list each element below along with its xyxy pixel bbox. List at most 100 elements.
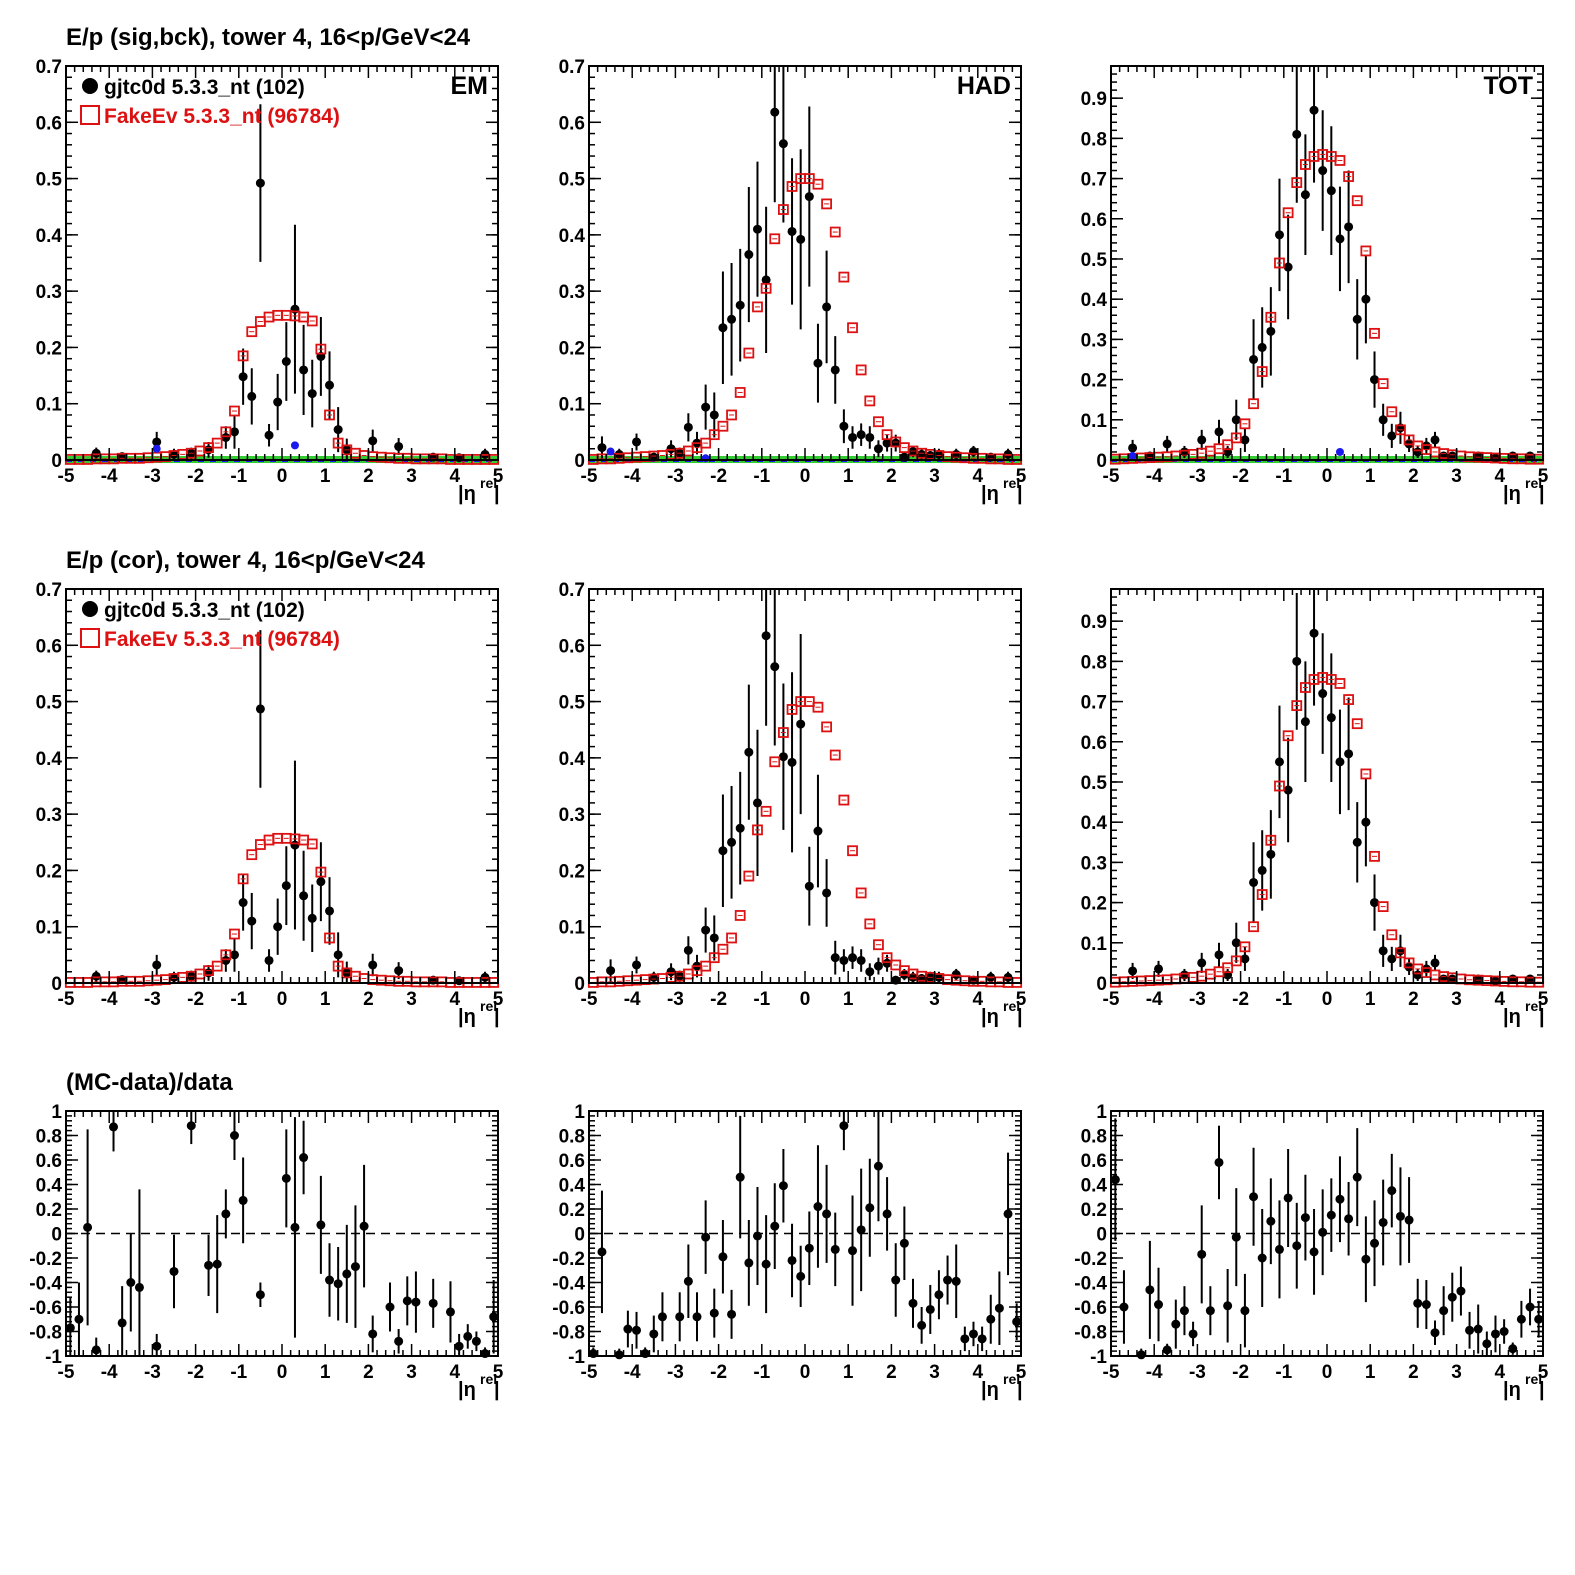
x-tick-label: 2 xyxy=(1408,989,1419,1010)
mc-point xyxy=(1395,424,1406,436)
data-point xyxy=(299,1153,309,1163)
data-point xyxy=(1387,954,1397,964)
data-point xyxy=(709,1308,719,1318)
x-tick-label: -1 xyxy=(1275,1362,1292,1383)
data-point xyxy=(1292,129,1302,139)
x-tick-label: 1 xyxy=(1365,1362,1376,1383)
data-point xyxy=(796,234,806,244)
x-tick-label: 3 xyxy=(929,989,940,1010)
x-tick-label: -4 xyxy=(1146,1362,1163,1383)
data-point xyxy=(701,402,711,412)
data-point xyxy=(325,906,335,916)
data-point xyxy=(865,432,875,442)
data-point xyxy=(1136,1350,1146,1360)
data-point xyxy=(1447,1292,1457,1302)
data-point xyxy=(394,441,404,451)
x-tick-label: -3 xyxy=(667,989,684,1010)
data-point xyxy=(1413,970,1423,980)
series-data xyxy=(91,630,490,986)
x-tick-label: 2 xyxy=(886,466,897,487)
data-point xyxy=(787,757,797,767)
y-tick-label: 0.5 xyxy=(1081,773,1108,794)
data-point xyxy=(1223,1301,1233,1311)
x-tick-label: 5 xyxy=(493,989,504,1010)
data-point xyxy=(1292,1241,1302,1251)
mc-point xyxy=(211,437,223,449)
data-point xyxy=(152,437,162,447)
x-tick-label: 1 xyxy=(843,466,854,487)
data-point xyxy=(735,823,745,833)
data-point xyxy=(934,449,944,459)
plot-frame xyxy=(588,588,1022,984)
x-tick-label: 0 xyxy=(800,1362,811,1383)
mc-point xyxy=(873,939,884,951)
data-point xyxy=(770,662,780,672)
y-tick-label: 0.2 xyxy=(559,861,585,882)
mc-point xyxy=(890,436,902,448)
data-point xyxy=(1318,689,1328,699)
data-point xyxy=(787,226,797,236)
data-point xyxy=(1231,938,1241,948)
data-point xyxy=(1447,451,1457,461)
mc-point xyxy=(752,824,763,836)
data-point xyxy=(787,1255,797,1265)
mc-point xyxy=(246,326,258,338)
legend-data-label: gjtc0d 5.3.3_nt (102) xyxy=(104,599,305,622)
data-point xyxy=(264,955,274,965)
legend-data-marker xyxy=(82,601,98,617)
data-point xyxy=(1162,1345,1172,1355)
data-point xyxy=(1274,1244,1284,1254)
row-title-0: E/p (sig,bck), tower 4, 16<p/GeV<24 xyxy=(66,24,471,51)
y-tick-label: 0.5 xyxy=(36,693,63,714)
x-tick-label: 2 xyxy=(1408,466,1419,487)
y-tick-label: 0.1 xyxy=(1081,934,1108,955)
data-point xyxy=(91,448,101,458)
x-tick-label: 4 xyxy=(973,1362,984,1383)
mc-point xyxy=(1386,406,1398,418)
data-point xyxy=(709,410,719,420)
mc-point xyxy=(734,387,746,398)
mc-point xyxy=(1395,947,1406,959)
background-data-point xyxy=(1128,451,1137,460)
data-point xyxy=(1473,1324,1483,1334)
x-axis-label: |η xyxy=(458,1379,476,1401)
mc-point xyxy=(734,910,746,921)
x-tick-label: -2 xyxy=(187,466,204,487)
data-point xyxy=(692,1312,702,1322)
series-data xyxy=(588,1111,1022,1360)
data-point xyxy=(1197,958,1207,968)
x-tick-label: 4 xyxy=(450,989,461,1010)
data-point xyxy=(1361,817,1371,827)
x-axis-label: |η xyxy=(458,1006,476,1028)
data-point xyxy=(255,704,265,714)
mc-point xyxy=(890,959,902,971)
data-point xyxy=(1179,970,1189,980)
x-tick-label: 4 xyxy=(1495,466,1506,487)
mc-point xyxy=(708,952,720,964)
x-axis-label-end: | xyxy=(1017,483,1023,505)
y-tick-label: 0.7 xyxy=(1081,693,1107,714)
y-tick-label: 1 xyxy=(51,1102,62,1123)
data-point xyxy=(813,358,823,368)
series-bkg_data xyxy=(1128,447,1344,460)
data-point xyxy=(169,972,179,982)
data-point xyxy=(666,967,676,977)
x-tick-label: 0 xyxy=(277,989,288,1010)
mc-point xyxy=(332,960,344,972)
y-tick-label: 0.1 xyxy=(36,918,63,939)
data-point xyxy=(1240,1306,1250,1316)
mc-point xyxy=(1343,171,1354,182)
legend-mc-label: FakeEv 5.3.3_nt (96784) xyxy=(104,105,340,128)
background-data-point xyxy=(1335,447,1344,456)
x-tick-label: -1 xyxy=(753,989,770,1010)
data-point xyxy=(675,1312,685,1322)
data-point xyxy=(281,881,291,891)
data-point xyxy=(1387,431,1397,441)
data-point xyxy=(718,846,728,856)
data-point xyxy=(761,275,771,285)
data-point xyxy=(1499,1327,1509,1336)
legend-mc-label: FakeEv 5.3.3_nt (96784) xyxy=(104,628,340,651)
x-axis-label-sup: rel xyxy=(480,475,497,491)
mc-point xyxy=(873,416,884,428)
data-point xyxy=(951,970,961,980)
